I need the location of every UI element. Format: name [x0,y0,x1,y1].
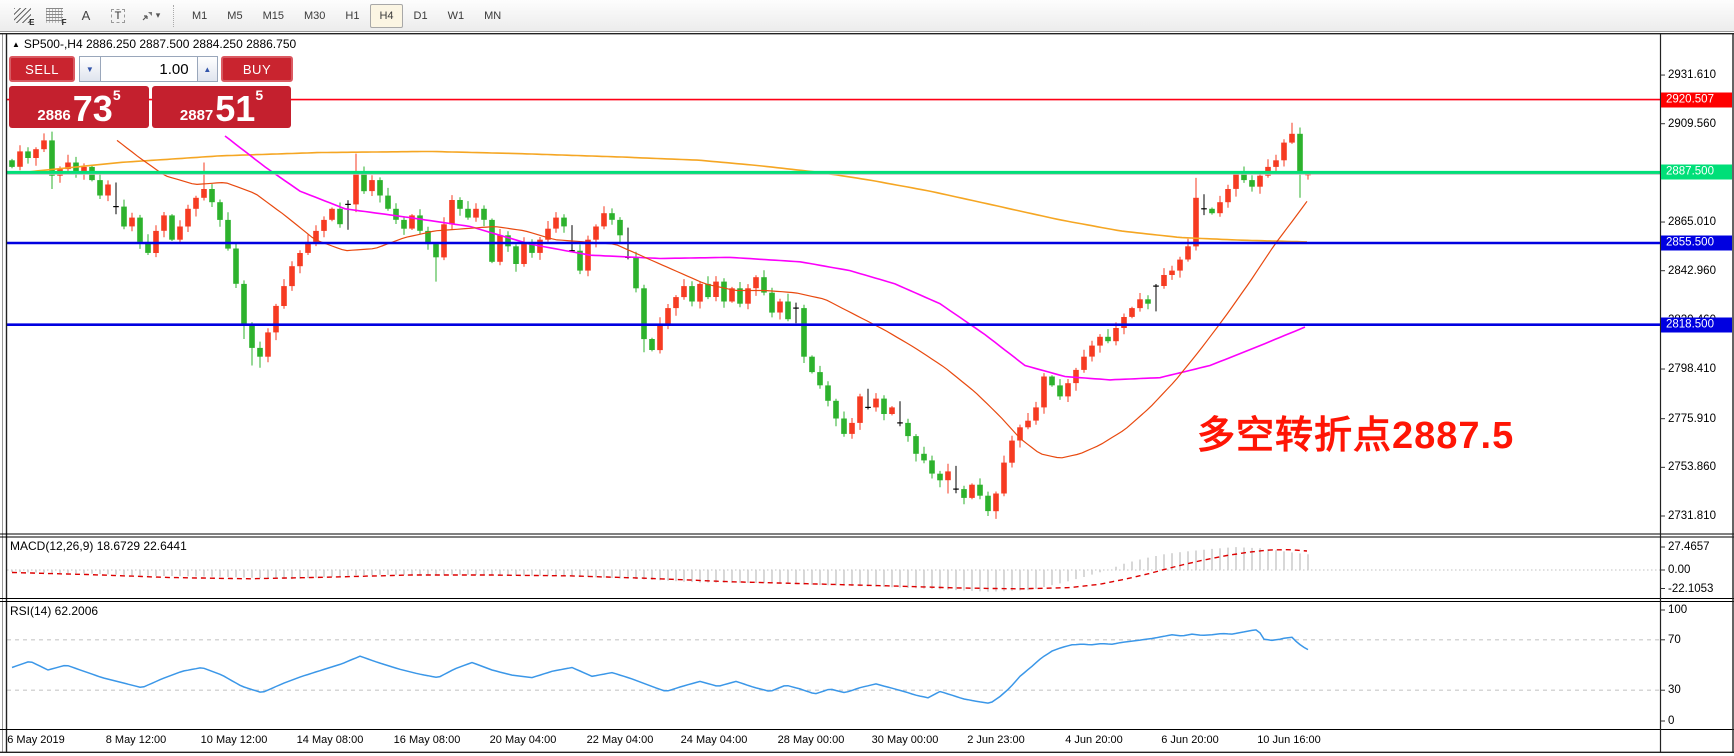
date-tick: 8 May 12:00 [105,734,167,746]
date-tick: 24 May 04:00 [680,734,748,746]
toolbar-separator [173,4,175,27]
ma-slow-orange [11,150,1308,243]
price-tick-2909.560: 2909.560 [1668,117,1716,130]
ma-mid-magenta [224,135,1306,381]
price-line-label-2855.500: 2855.500 [1661,235,1732,251]
buy-button[interactable]: BUY [221,56,293,82]
timeframe-button-m5[interactable]: M5 [227,9,243,22]
rsi-scale-100: 100 [1668,604,1688,616]
timeframe-button-h4[interactable]: H4 [370,3,403,28]
price-tick-2931.610: 2931.610 [1668,69,1716,82]
symbol-ohlc-text: SP500-,H4 2886.250 2887.500 2884.250 288… [23,37,297,51]
chart-annotation-text: 多空转折点2887.5 [1197,415,1515,457]
rsi-scale-0: 0 [1668,715,1675,727]
one-click-trade-panel: SELL ▼ ▲ BUY 2886 73 5 2887 51 5 [9,56,293,128]
volume-increase-button[interactable]: ▲ [196,56,219,82]
macd-label: MACD(12,26,9) 18.6729 22.6441 [10,539,187,553]
indicator-e-icon[interactable]: E [8,3,36,29]
price-tick-2865.010: 2865.010 [1668,216,1716,229]
rsi-scale-70: 70 [1668,633,1681,646]
date-tick: 10 Jun 16:00 [1257,734,1321,746]
timeframe-button-mn[interactable]: MN [484,9,502,22]
ma-fast-red [116,139,1308,459]
symbol-header: ▲ SP500-,H4 2886.250 2887.500 2884.250 28… [12,37,296,51]
date-tick: 2 Jun 23:00 [967,734,1025,746]
chart-window: ▲ SP500-,H4 2886.250 2887.500 2884.250 28… [0,33,1734,754]
price-line-label-2920.507: 2920.507 [1661,92,1732,108]
boxed-t-icon: T [110,8,126,23]
date-tick: 6 Jun 20:00 [1161,734,1219,746]
date-tick: 20 May 04:00 [489,734,557,746]
ask-big-digits: 51 [215,88,256,129]
macd-scale--22.1053: -22.1053 [1668,582,1714,595]
volume-input[interactable] [100,56,197,82]
hatch-chart-icon: E [13,8,35,27]
price-tick-2798.410: 2798.410 [1668,363,1716,376]
candles [9,122,1311,519]
macd-signal-line [11,548,1308,590]
bid-prefix: 2886 [37,107,71,124]
arrows-dropdown-button[interactable]: ▾ [136,3,164,29]
sell-button[interactable]: SELL [9,56,76,82]
price-line-label-2887.500: 2887.500 [1661,164,1732,180]
date-tick: 22 May 04:00 [586,734,654,746]
macd-scale-0.00: 0.00 [1668,564,1691,576]
timeframe-button-h1[interactable]: H1 [345,9,360,22]
macd-histogram [11,547,1309,592]
date-tick: 28 May 00:00 [777,734,845,746]
grid-f-icon[interactable]: F [40,3,68,29]
text-a-button[interactable]: A [72,3,100,29]
macd-scale-27.4657: 27.4657 [1668,541,1710,553]
timeframe-button-m15[interactable]: M15 [262,9,284,22]
rsi-line [11,629,1309,704]
grid-icon: F [45,8,67,27]
timeframe-button-w1[interactable]: W1 [447,9,465,22]
bid-pip-sup: 5 [112,87,121,103]
rsi-label: RSI(14) 62.2006 [10,604,99,618]
ask-quote-button[interactable]: 2887 51 5 [152,86,291,128]
arrows-icon [142,11,152,20]
rsi-scale-30: 30 [1668,684,1681,697]
date-tick: 14 May 08:00 [296,734,364,746]
date-tick: 4 Jun 20:00 [1065,734,1123,746]
date-tick: 10 May 12:00 [200,734,268,746]
chart-canvas [0,33,1734,753]
price-tick-2731.810: 2731.810 [1668,510,1716,522]
timeframe-buttons: M1 M5 M15 M30 H1 H4 D1 W1 MN [182,3,511,28]
price-tick-2753.860: 2753.860 [1668,461,1716,474]
price-line-label-2818.500: 2818.500 [1661,317,1732,333]
date-tick: 30 May 00:00 [871,734,939,746]
window-frame [0,33,1734,753]
date-tick: 16 May 08:00 [393,734,461,746]
bid-quote-button[interactable]: 2886 73 5 [9,86,149,128]
letter-a-icon: A [81,8,91,23]
timeframe-button-m1[interactable]: M1 [192,9,208,22]
timeframe-button-m30[interactable]: M30 [303,9,326,22]
ask-prefix: 2887 [179,107,214,124]
timeframe-button-d1[interactable]: D1 [413,9,428,22]
bid-big-digits: 73 [72,88,113,129]
text-box-button[interactable]: T [104,3,132,29]
price-tick-2775.910: 2775.910 [1668,412,1716,425]
price-tick-2842.960: 2842.960 [1668,264,1716,277]
chevron-down-icon: ▾ [155,10,161,20]
ohlc-marker-icon: ▲ [12,40,20,49]
ask-pip-sup: 5 [255,87,264,103]
volume-decrease-button[interactable]: ▼ [79,56,101,82]
toolbar: E F A T ▾ M1 M5 M15 M30 H1 H4 D1 W1 MN [0,0,1734,32]
date-tick: 6 May 2019 [7,734,65,746]
